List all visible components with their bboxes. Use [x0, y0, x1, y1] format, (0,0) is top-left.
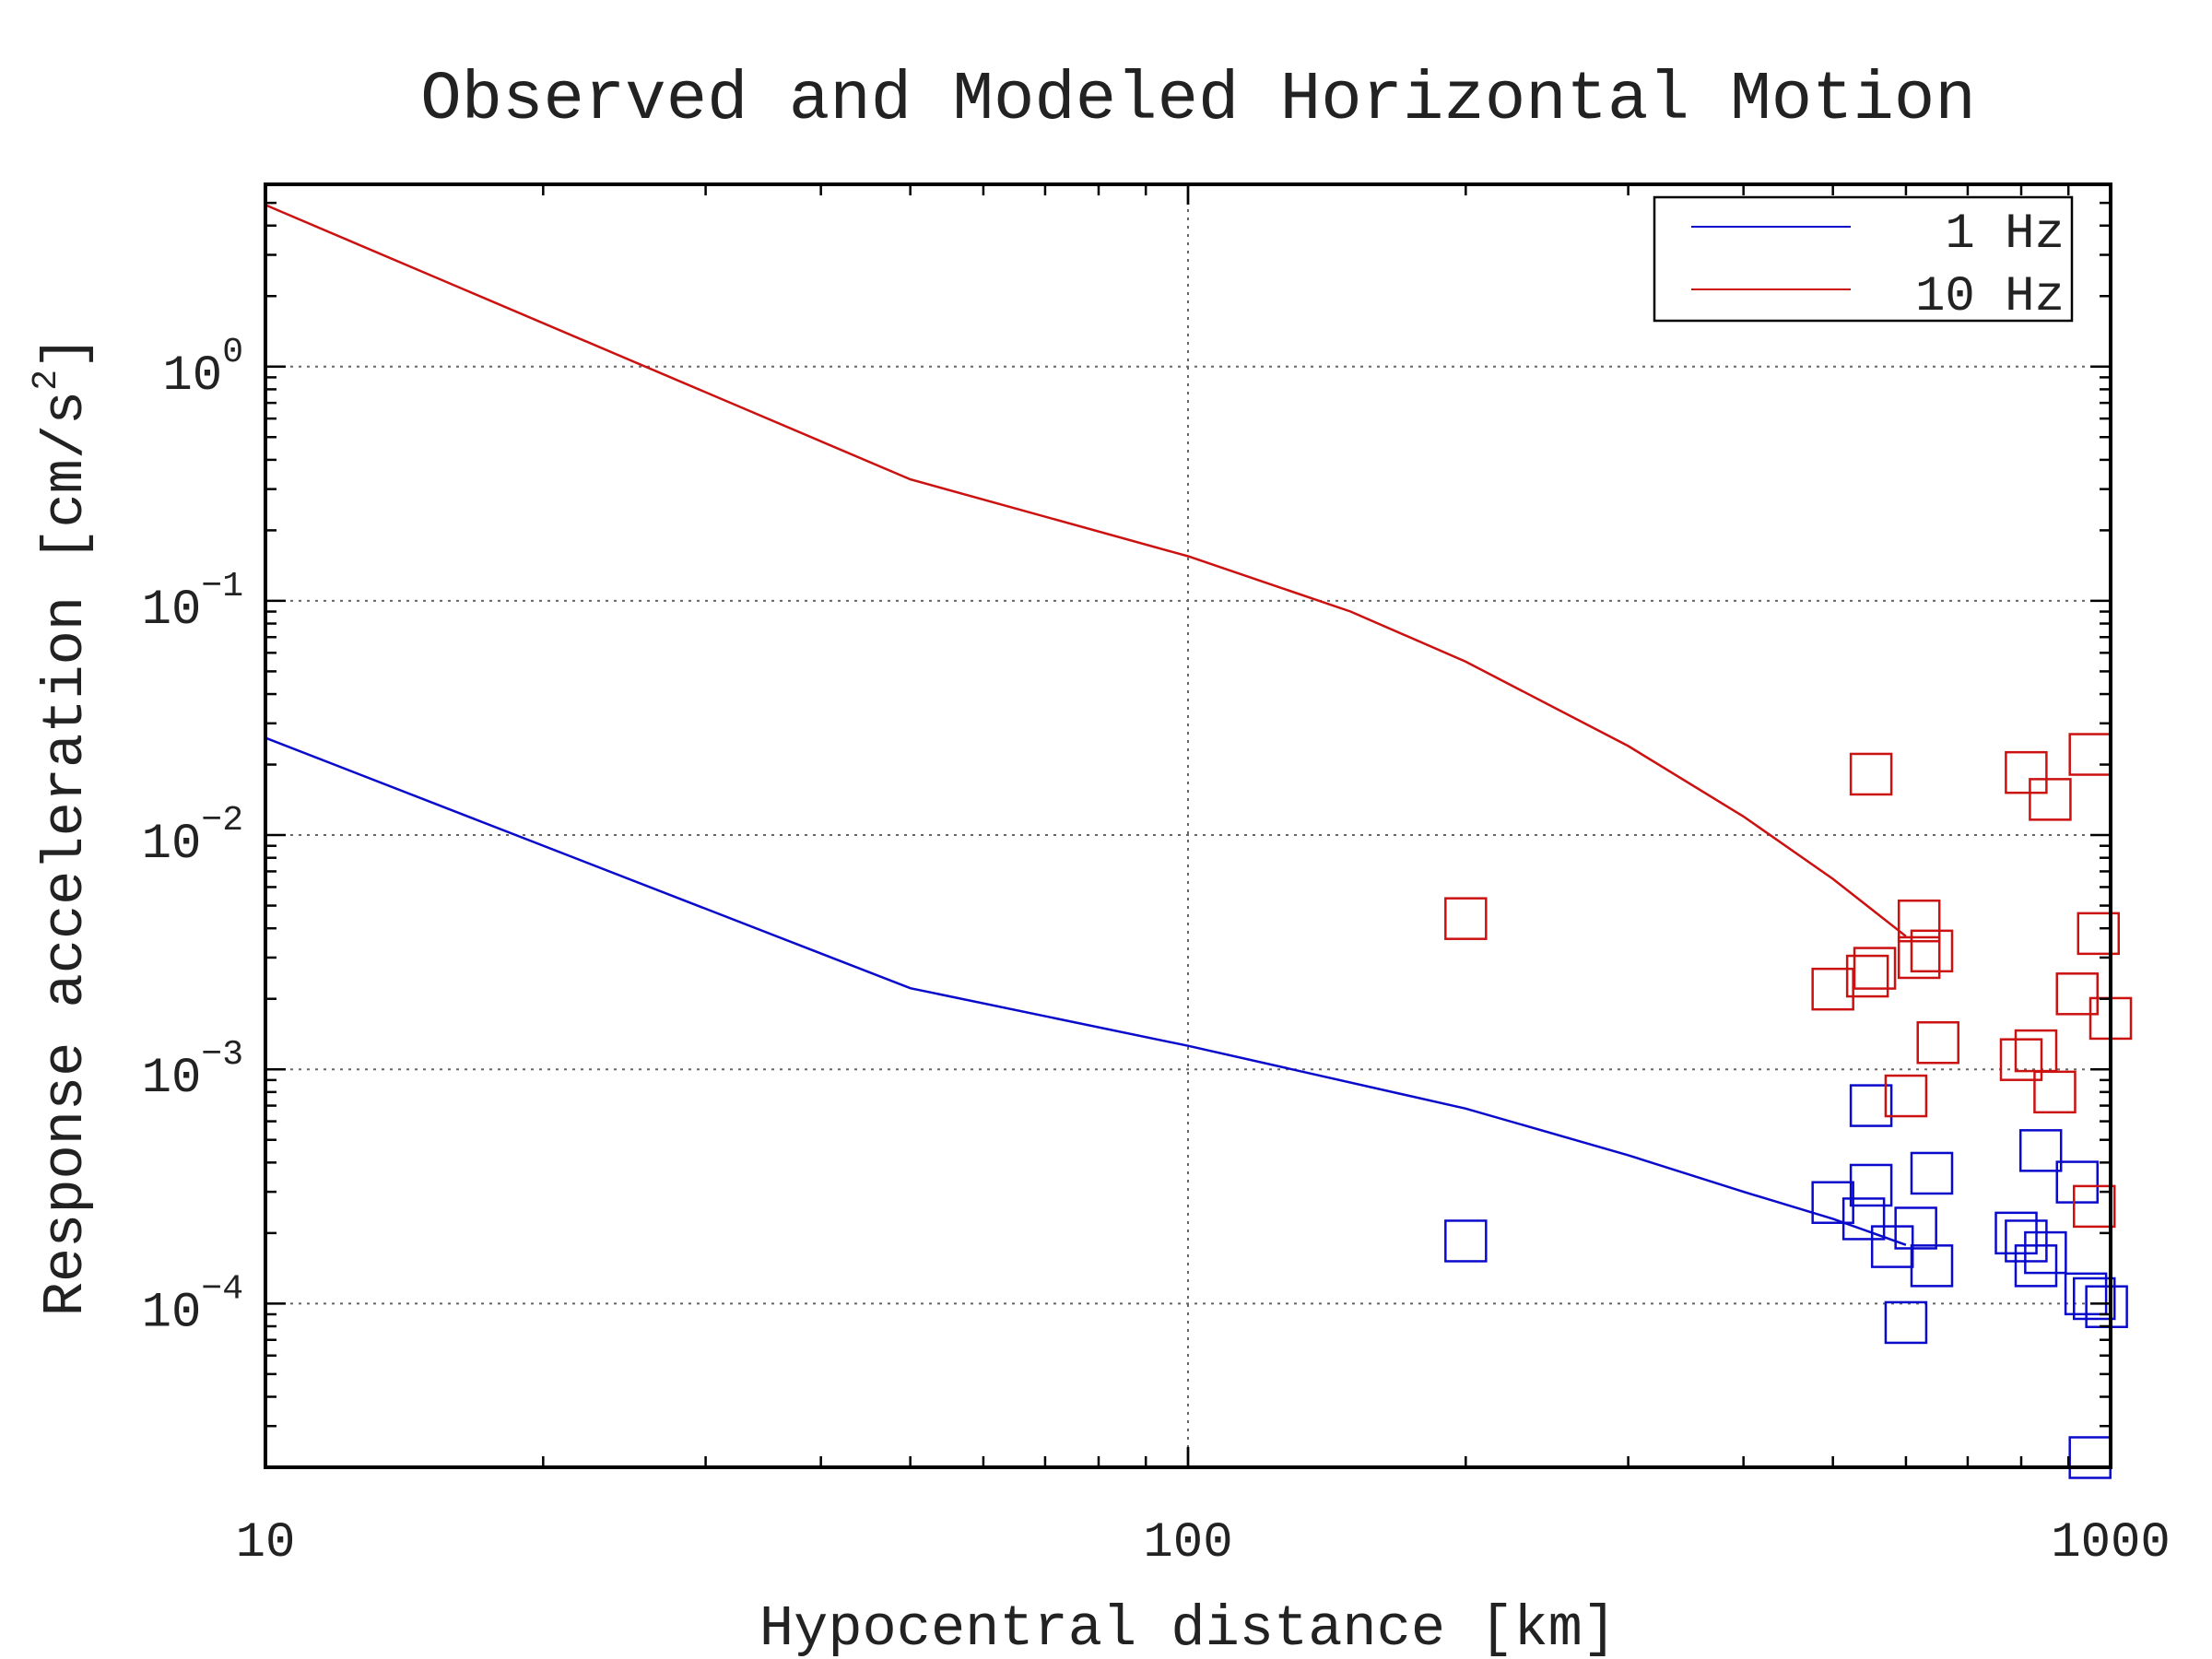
observed-point-1hz: [1870, 1225, 1914, 1268]
observed-point-10hz: [2055, 972, 2100, 1016]
chart-title: Observed and Modeled Horizontal Motion: [420, 62, 1975, 139]
model-line-10hz: [265, 204, 1907, 937]
observed-point-1hz: [1811, 1181, 1854, 1224]
observed-point-10hz: [1845, 954, 1889, 998]
observed-point-10hz: [1999, 1038, 2043, 1081]
observed-point-10hz: [2029, 778, 2072, 821]
observed-point-1hz: [2024, 1230, 2067, 1275]
y-tick-label: 10−1: [142, 567, 243, 639]
observed-point-10hz: [1916, 1021, 1959, 1065]
observed-point-10hz: [1884, 1074, 1928, 1118]
observed-point-1hz: [1894, 1206, 1937, 1250]
observed-point-1hz: [2073, 1277, 2116, 1321]
y-tick-label: 100: [162, 333, 243, 405]
observed-point-1hz: [1884, 1300, 1928, 1345]
y-tick-label: 10−2: [142, 801, 243, 873]
legend-label-1hz: 1 Hz: [1945, 206, 2065, 263]
y-tick-labels: 10−4 10−3 10−2 10−1 100: [142, 333, 243, 1342]
observed-point-1hz: [1849, 1084, 1893, 1127]
x-tick-label: 1000: [2051, 1515, 2171, 1571]
observed-point-1hz: [1841, 1197, 1886, 1241]
observed-point-10hz: [2068, 733, 2112, 776]
observed-point-10hz: [1444, 897, 1488, 940]
observed-point-10hz: [1853, 947, 1897, 990]
observed-point-10hz: [1811, 967, 1854, 1011]
grid-lines: [265, 184, 2111, 1467]
observed-point-10hz: [2073, 1184, 2116, 1229]
observed-point-10hz: [2033, 1070, 2077, 1114]
series-1hz: [265, 736, 2128, 1479]
observed-point-10hz: [1910, 929, 1954, 973]
x-tick-labels: 10 100 1000: [236, 1515, 2171, 1571]
y-axis-title: Response acceleration [cm/s2]: [27, 335, 99, 1317]
observed-point-1hz: [1910, 1244, 1954, 1288]
observed-point-10hz: [1849, 752, 1893, 796]
observed-point-1hz: [2068, 1436, 2112, 1479]
observed-point-1hz: [1444, 1219, 1488, 1263]
observed-point-1hz: [2018, 1129, 2063, 1172]
observed-point-1hz: [2014, 1244, 2058, 1288]
observed-point-10hz: [1897, 899, 1941, 943]
observed-point-1hz: [1910, 1151, 1954, 1195]
y-tick-label: 10−3: [142, 1035, 243, 1107]
legend-box: [1653, 195, 2074, 323]
x-tick-label: 100: [1143, 1515, 1232, 1571]
x-tick-label: 10: [236, 1515, 296, 1571]
observed-point-1hz: [2055, 1160, 2100, 1204]
series-10hz: [265, 204, 2133, 1229]
legend-label-10hz: 10 Hz: [1915, 269, 2065, 325]
observed-point-10hz: [2005, 750, 2048, 794]
x-axis-title: Hypocentral distance [km]: [759, 1596, 1617, 1659]
observed-point-1hz: [1849, 1163, 1893, 1207]
observed-point-10hz: [2014, 1029, 2058, 1073]
model-line-1hz: [265, 736, 1907, 1246]
observed-point-10hz: [1897, 935, 1941, 980]
axis-ticks: [264, 182, 2112, 1469]
observed-point-10hz: [2077, 912, 2121, 956]
series-layer: [265, 204, 2133, 1479]
legend: 1 Hz 10 Hz: [1653, 195, 2074, 325]
y-tick-label: 10−4: [142, 1269, 243, 1341]
